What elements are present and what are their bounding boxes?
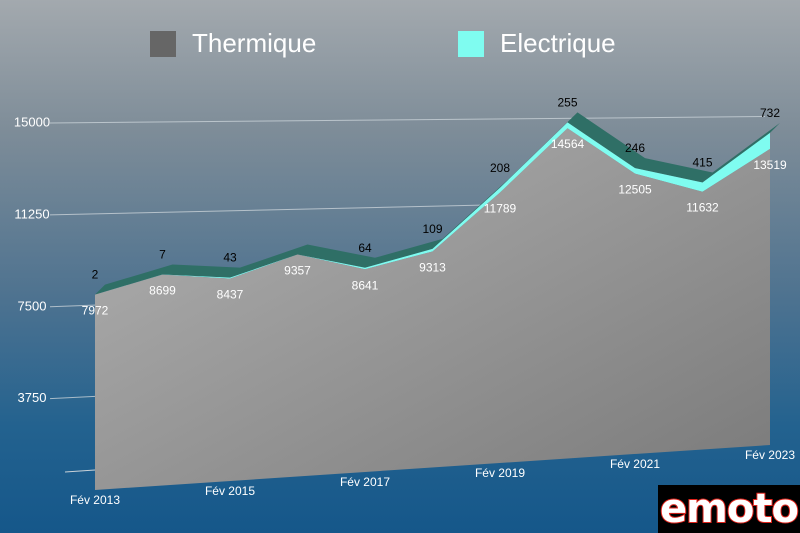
- x-tick-label: Fév 2013: [70, 493, 120, 507]
- thermique-data-label: 12505: [618, 183, 652, 197]
- thermique-area: [95, 128, 770, 490]
- legend-electrique: Electrique: [458, 28, 616, 59]
- thermique-data-label: 7972: [82, 304, 109, 318]
- thermique-data-label: 11632: [686, 201, 719, 215]
- x-tick-label: Fév 2021: [610, 457, 660, 471]
- thermique-data-label: 13519: [753, 158, 787, 172]
- electrique-data-label: 2: [92, 268, 99, 282]
- electrique-data-label: 732: [760, 106, 780, 120]
- x-tick-label: Fév 2015: [205, 484, 255, 498]
- thermique-data-label: 9313: [419, 260, 446, 274]
- y-tick-label: 7500: [18, 298, 47, 313]
- electrique-data-label: 109: [422, 222, 442, 236]
- emoto-logo: emoto: [658, 485, 800, 533]
- legend-thermique: Thermique: [150, 28, 316, 59]
- y-tick-label: 15000: [14, 115, 50, 130]
- electrique-data-label: 64: [358, 241, 372, 255]
- legend-swatch-thermique: [150, 30, 176, 57]
- thermique-data-label: 9357: [284, 264, 311, 278]
- y-tick-label: 11250: [14, 206, 49, 221]
- x-tick-label: Fév 2019: [475, 466, 525, 480]
- electrique-data-label: 255: [557, 95, 577, 109]
- gridline-zero: [64, 469, 96, 473]
- thermique-data-label: 8641: [352, 278, 379, 292]
- electrique-data-label: 415: [692, 156, 712, 170]
- legend-swatch-electrique: [458, 30, 484, 57]
- electrique-data-label: 246: [625, 141, 645, 155]
- x-tick-label: Fév 2023: [745, 448, 795, 462]
- thermique-data-label: 11789: [484, 202, 517, 216]
- legend-label-thermique: Thermique: [192, 28, 317, 58]
- electrique-data-label: 7: [159, 247, 166, 261]
- electrique-data-label: 208: [490, 161, 510, 175]
- thermique-data-label: 8699: [149, 284, 176, 298]
- thermique-data-label: 8437: [217, 288, 244, 302]
- gridline: [49, 116, 766, 124]
- legend-label-electrique: Electrique: [500, 28, 616, 58]
- thermique-data-label: 14564: [551, 137, 585, 151]
- y-tick-label: 3750: [18, 390, 47, 405]
- x-tick-label: Fév 2017: [340, 475, 390, 489]
- electrique-data-label: 43: [223, 251, 237, 265]
